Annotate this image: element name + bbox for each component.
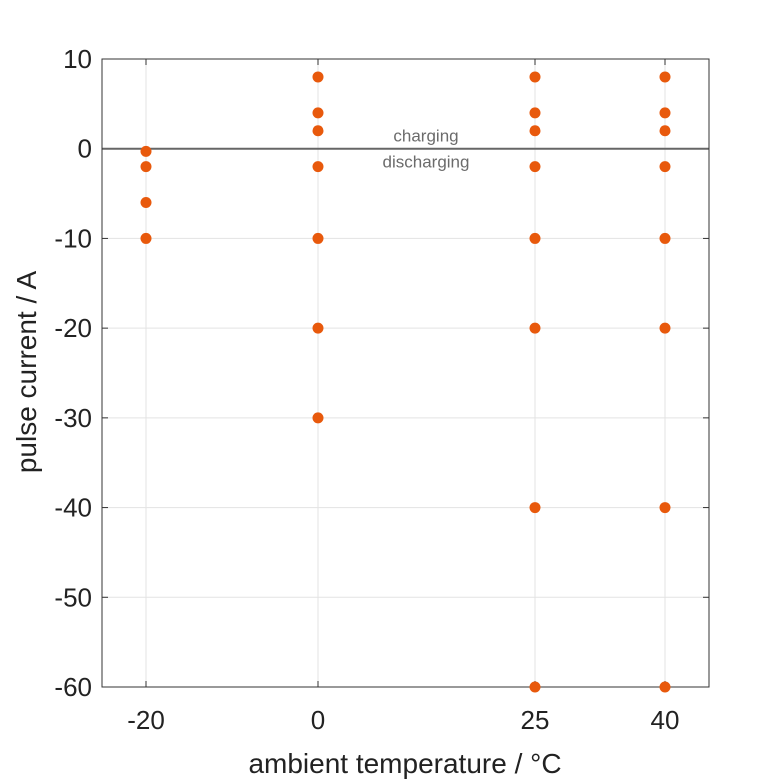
x-axis-label: ambient temperature / °C	[248, 748, 561, 779]
x-tick-label: 0	[311, 705, 325, 735]
x-tick-label: 25	[521, 705, 550, 735]
data-point	[659, 161, 671, 173]
y-tick-label: -50	[54, 582, 92, 612]
data-point	[659, 502, 671, 514]
data-point	[659, 71, 671, 83]
data-point	[529, 161, 541, 173]
tick-labels: -20 0 25 40 10 0 -10 -20 -30 -40 -50 -60	[54, 44, 679, 735]
data-point	[529, 125, 541, 137]
y-tick-label: 10	[63, 44, 92, 74]
data-point	[312, 71, 324, 83]
data-point	[312, 107, 324, 119]
data-point	[312, 125, 324, 137]
y-tick-label: -60	[54, 672, 92, 702]
data-point	[529, 107, 541, 119]
data-point	[529, 681, 541, 693]
plot-area-frame	[101, 58, 710, 688]
data-point	[312, 232, 324, 244]
data-point	[529, 502, 541, 514]
charging-annotation: charging	[393, 127, 458, 146]
data-point	[140, 232, 152, 244]
y-tick-label: -10	[54, 223, 92, 253]
x-tick-label: -20	[127, 705, 165, 735]
y-tick-label: -30	[54, 403, 92, 433]
data-point	[312, 322, 324, 334]
y-tick-label: -20	[54, 313, 92, 343]
data-point	[659, 322, 671, 334]
data-point	[140, 145, 152, 157]
data-point	[659, 681, 671, 693]
data-point	[659, 107, 671, 119]
data-point	[659, 232, 671, 244]
data-point	[529, 71, 541, 83]
y-axis-label: pulse current / A	[11, 271, 42, 474]
y-tick-label: -40	[54, 493, 92, 523]
data-point	[312, 412, 324, 424]
y-tick-label: 0	[78, 134, 92, 164]
x-tick-label: 40	[651, 705, 680, 735]
data-point	[529, 232, 541, 244]
discharging-annotation: discharging	[383, 153, 470, 172]
data-point	[529, 322, 541, 334]
data-point	[140, 197, 152, 209]
data-points	[140, 71, 671, 693]
data-point	[140, 161, 152, 173]
data-point	[659, 125, 671, 137]
data-point	[312, 161, 324, 173]
